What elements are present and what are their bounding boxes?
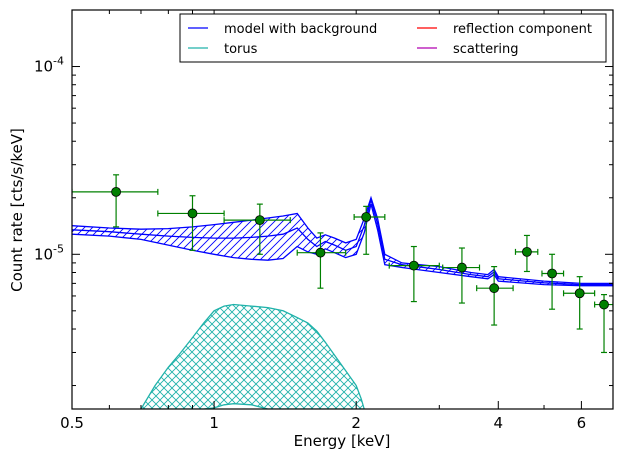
data-point (522, 246, 532, 257)
data-point (574, 288, 585, 299)
plot-area (72, 174, 613, 409)
axes: 0.5 1 2 4 6 10-5 10-4 (34, 9, 614, 432)
data-point (254, 215, 265, 226)
model-line (72, 197, 613, 286)
torus-band (141, 304, 365, 409)
data-point (361, 212, 372, 222)
x-axis-label: Energy [keV] (294, 432, 391, 450)
x-tick-label: 6 (577, 414, 587, 432)
data-point (457, 262, 467, 273)
y-tick-label: 10-4 (34, 55, 64, 76)
model-upper-line (72, 195, 613, 285)
model-lower-line (72, 203, 613, 287)
x-tick-label: 2 (351, 414, 361, 432)
y-axis-label: Count rate [cts/s/keV] (8, 128, 26, 292)
legend-label: torus (224, 42, 258, 57)
legend-box (179, 13, 607, 63)
x-tick-label: 0.5 (60, 414, 84, 432)
plot-frame (71, 9, 614, 410)
x-tick-label: 4 (494, 414, 504, 432)
legend-label: reflection component (453, 22, 592, 37)
x-tick-label: 1 (209, 414, 219, 432)
legend: model with background reflection componen… (179, 13, 607, 63)
data-point (489, 283, 500, 294)
data-point (599, 299, 609, 310)
torus-upper-line (140, 303, 365, 409)
data-point (111, 186, 121, 197)
legend-label: model with background (224, 22, 377, 37)
data-point (315, 247, 326, 258)
data-point (547, 268, 557, 279)
y-tick-label: 10-5 (34, 242, 64, 263)
legend-label: scattering (453, 42, 519, 57)
data-point (408, 260, 419, 271)
data-point (187, 208, 198, 219)
